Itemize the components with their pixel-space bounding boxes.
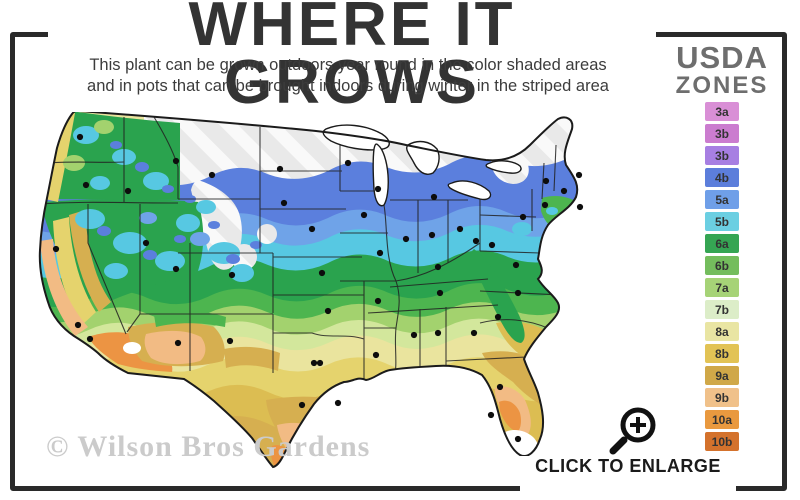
legend-zone-chip: 10a: [705, 410, 739, 429]
legend-zone-chip: 3a: [705, 102, 739, 121]
magnifier-zoom-icon[interactable]: [608, 404, 664, 456]
usda-zone-legend: 3a 3b 3b 4b 5a 5b 6a 6b 7a 7b 8a 8b 9a 9b 10a 10b: [692, 102, 752, 454]
legend-zone-chip: 5a: [705, 190, 739, 209]
subtitle: This plant can be grown outdoors year ro…: [40, 55, 656, 97]
subtitle-line-2: and in pots that can be brought indoors …: [87, 77, 609, 95]
subtitle-line-1: This plant can be grown outdoors year ro…: [89, 56, 607, 74]
zone-shading: [39, 110, 578, 467]
legend-zone-chip: 3b: [705, 124, 739, 143]
legend-title: USDA ZONES: [658, 42, 786, 99]
us-outline: [38, 109, 579, 469]
legend-zone-chip: 7b: [705, 300, 739, 319]
legend-zone-chip: 4b: [705, 168, 739, 187]
legend-zone-chip: 3b: [705, 146, 739, 165]
legend-title-usda: USDA: [676, 40, 768, 75]
legend-zone-chip: 8a: [705, 322, 739, 341]
legend-zone-chip: 8b: [705, 344, 739, 363]
click-to-enlarge-button[interactable]: CLICK TO ENLARGE: [520, 456, 736, 492]
city-dots: [52, 133, 584, 443]
usda-zone-map[interactable]: [28, 102, 628, 472]
legend-zone-chip: 6b: [705, 256, 739, 275]
legend-zone-chip: 9a: [705, 366, 739, 385]
legend-zone-chip: 7a: [705, 278, 739, 297]
legend-zone-chip: 5b: [705, 212, 739, 231]
legend-zone-chip: 6a: [705, 234, 739, 253]
state-borders: [41, 116, 561, 381]
watermark: © Wilson Bros Gardens: [46, 430, 371, 463]
legend-zone-chip: 10b: [705, 432, 739, 451]
legend-title-zones: ZONES: [675, 72, 769, 99]
legend-zone-chip: 9b: [705, 388, 739, 407]
page-title: WHERE IT GROWS: [48, 0, 656, 114]
